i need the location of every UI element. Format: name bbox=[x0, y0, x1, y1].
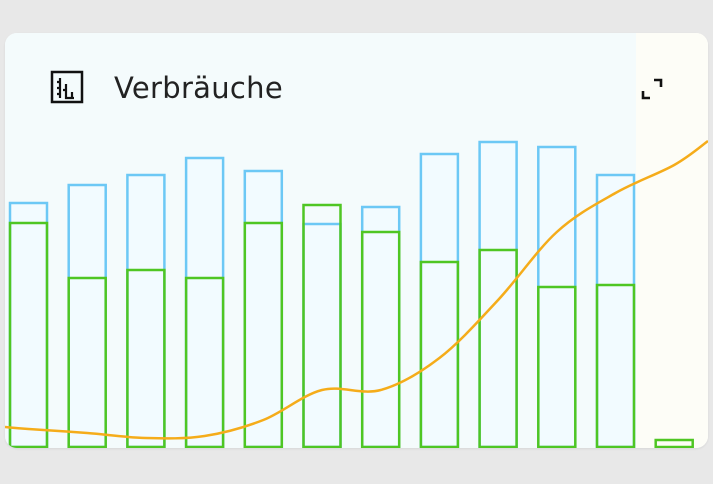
card-header: Verbräuche bbox=[5, 33, 708, 113]
bar-series-1 bbox=[537, 145, 577, 448]
bar-series-1 bbox=[184, 156, 225, 448]
bar-series-1 bbox=[478, 140, 518, 448]
bar-series-2 bbox=[126, 268, 166, 448]
consumption-card: Verbräuche bbox=[5, 33, 708, 448]
bar-series-2 bbox=[419, 260, 460, 448]
bar-series-1 bbox=[8, 201, 49, 448]
card-title: Verbräuche bbox=[114, 71, 283, 105]
expand-icon[interactable] bbox=[641, 78, 663, 100]
consumption-chart bbox=[5, 33, 708, 448]
bar-series-1 bbox=[67, 183, 107, 448]
bar-series-1 bbox=[126, 173, 166, 448]
bar-series-2 bbox=[360, 230, 401, 448]
meter-chart-icon bbox=[50, 70, 84, 104]
bar-series-1 bbox=[419, 152, 460, 448]
bar-series-2 bbox=[243, 221, 284, 448]
bar-series-2 bbox=[654, 438, 694, 448]
bar-series-1 bbox=[302, 222, 342, 448]
bar-series-2 bbox=[8, 221, 49, 448]
bar-series-1 bbox=[243, 169, 284, 448]
bar-series-1 bbox=[360, 205, 401, 448]
bar-series-2 bbox=[302, 203, 342, 448]
bar-series-2 bbox=[67, 276, 107, 448]
future-background bbox=[636, 33, 708, 448]
bar-series-2 bbox=[184, 276, 225, 448]
bar-series-1 bbox=[595, 173, 636, 448]
bar-series-2 bbox=[478, 248, 518, 448]
bar-series-2 bbox=[595, 283, 636, 448]
bar-series-2 bbox=[537, 285, 577, 448]
line-series bbox=[5, 139, 708, 440]
